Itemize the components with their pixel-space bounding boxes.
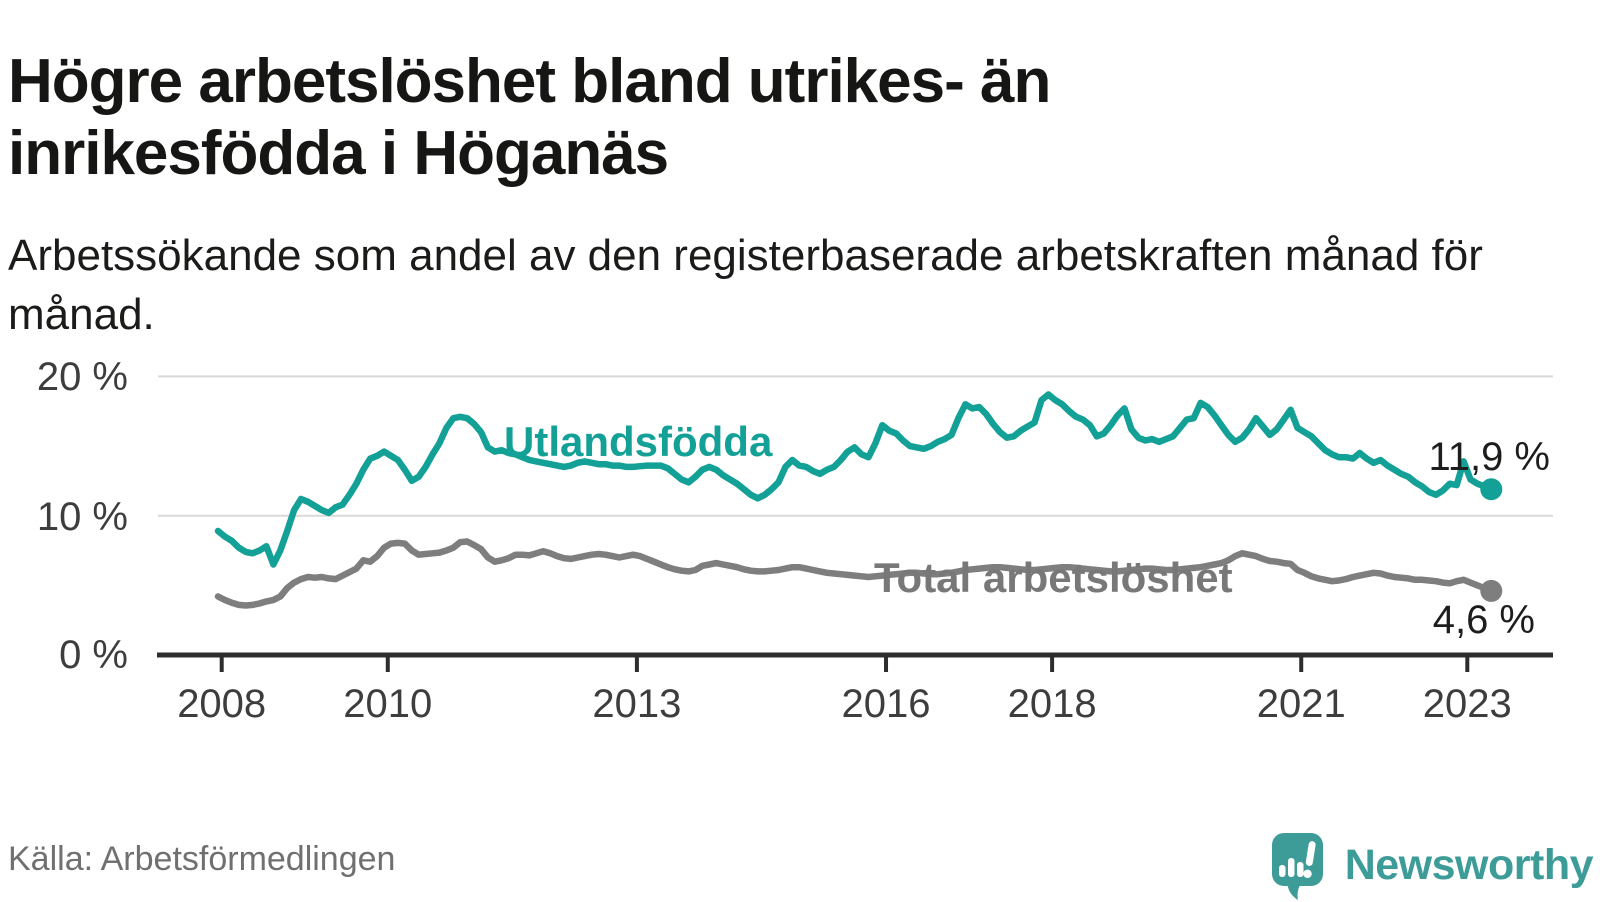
page-subtitle: Arbetssökande som andel av den registerb… (8, 231, 1483, 339)
y-axis-label-0: 0 % (59, 633, 128, 677)
series-label-total: Total arbetslöshet (874, 554, 1233, 601)
newsworthy-logo-icon (1271, 833, 1323, 900)
series-line-0 (214, 391, 1495, 568)
x-axis-label-2013: 2013 (592, 682, 682, 726)
series-end-dot-0 (1480, 478, 1503, 501)
x-axis-label-2008: 2008 (177, 682, 267, 726)
source-note: Källa: Arbetsförmedlingen (8, 840, 396, 878)
newsworthy-logo: Newsworthy (1271, 832, 1594, 902)
page-title: Högre arbetslöshet bland utrikes- än inr… (8, 46, 1051, 188)
series-line-1 (214, 538, 1495, 609)
series-end-dot-1 (1480, 579, 1503, 602)
x-axis-label-2018: 2018 (1007, 682, 1097, 726)
x-axis-label-2016: 2016 (841, 682, 931, 726)
value-label-total: 4,6 % (1432, 598, 1535, 642)
series-label-utlandsfodda: Utlandsfödda (504, 418, 773, 465)
x-axis-label-2010: 2010 (343, 682, 433, 726)
newsworthy-logo-text: Newsworthy (1344, 840, 1594, 889)
x-axis-label-2021: 2021 (1256, 682, 1346, 726)
value-label-utlandsfodda: 11,9 % (1428, 435, 1550, 479)
y-axis-label-10: 10 % (36, 495, 128, 539)
x-axis-label-2023: 2023 (1422, 682, 1512, 726)
y-axis-label-20: 20 % (36, 355, 128, 399)
